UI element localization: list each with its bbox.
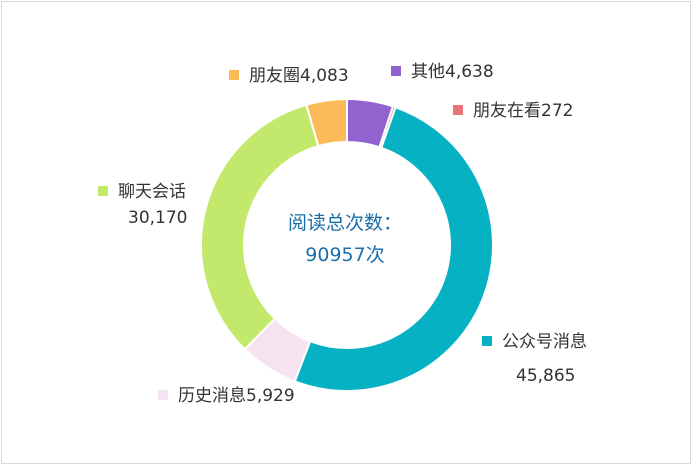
donut-slice[interactable] [293, 106, 495, 392]
center-value: 90957次 [305, 244, 385, 266]
label-moments-value: 4,083 [300, 66, 349, 86]
swatch-moments [229, 70, 239, 80]
center-title: 阅读总次数： [287, 212, 402, 234]
swatch-friends-watching [453, 105, 463, 115]
label-official-account-name: 公众号消息 [502, 332, 587, 352]
label-history-value: 5,929 [246, 386, 295, 406]
donut-slice[interactable] [305, 97, 348, 148]
label-history-name: 历史消息 [178, 386, 246, 406]
label-chat-value: 30,170 [128, 208, 188, 228]
label-other-value: 4,638 [445, 62, 494, 82]
donut-slice[interactable] [200, 103, 320, 351]
swatch-history [158, 390, 168, 400]
swatch-chat [98, 186, 108, 196]
swatch-official-account [482, 336, 492, 346]
label-friends-watching-value: 272 [541, 101, 574, 121]
label-chat-name: 聊天会话 [118, 182, 186, 202]
label-moments-name: 朋友圈 [249, 66, 300, 86]
label-official-account-value: 45,865 [516, 366, 576, 386]
label-friends-watching-name: 朋友在看 [473, 101, 541, 121]
swatch-other [391, 66, 401, 76]
label-other-name: 其他 [411, 62, 445, 82]
